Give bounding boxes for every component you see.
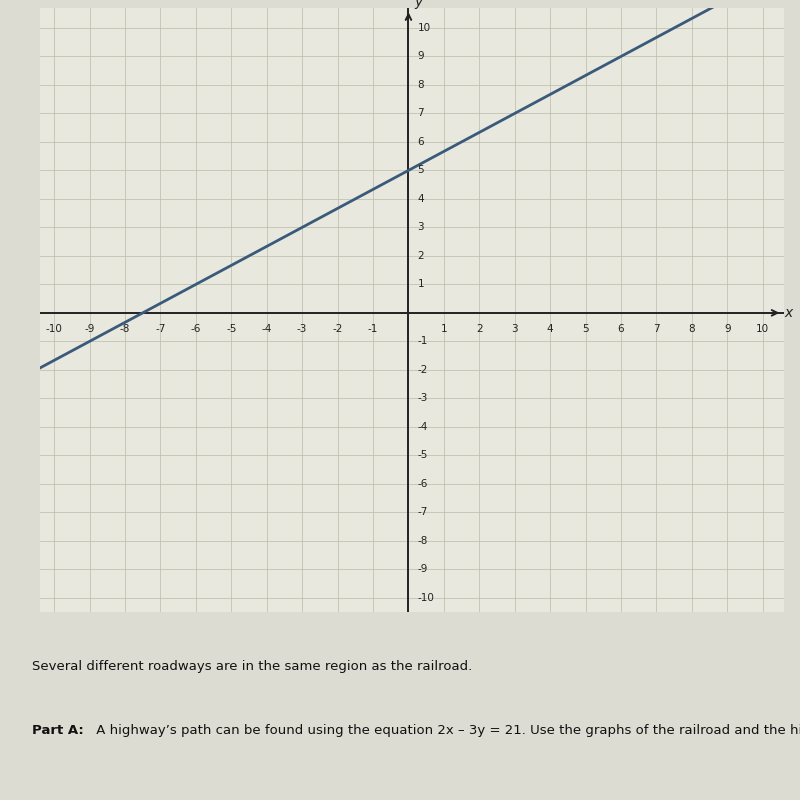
Text: 5: 5 [582,324,589,334]
Text: 10: 10 [418,23,430,33]
Text: 2: 2 [476,324,482,334]
Text: -2: -2 [418,365,428,375]
Text: 4: 4 [418,194,424,204]
Text: -8: -8 [418,536,428,546]
Text: 7: 7 [418,109,424,118]
Text: 6: 6 [418,137,424,147]
Text: 6: 6 [618,324,624,334]
Text: 10: 10 [756,324,770,334]
Text: -1: -1 [418,336,428,346]
Text: y: y [415,0,423,9]
Text: 2: 2 [418,251,424,261]
Text: A highway’s path can be found using the equation 2x – 3y = 21. Use the graphs of: A highway’s path can be found using the … [92,724,800,737]
Text: -5: -5 [226,324,237,334]
Text: 7: 7 [653,324,660,334]
Text: -5: -5 [418,450,428,460]
Text: -2: -2 [333,324,342,334]
Text: 4: 4 [547,324,554,334]
Text: 1: 1 [418,279,424,290]
Text: Several different roadways are in the same region as the railroad.: Several different roadways are in the sa… [32,660,472,673]
Text: -3: -3 [418,394,428,403]
Text: -10: -10 [418,593,434,602]
Text: 8: 8 [418,80,424,90]
Text: -3: -3 [297,324,307,334]
Text: 5: 5 [418,166,424,175]
Text: 3: 3 [511,324,518,334]
Text: 8: 8 [689,324,695,334]
Text: -6: -6 [418,478,428,489]
Text: -6: -6 [190,324,201,334]
Text: -7: -7 [418,507,428,518]
Text: x: x [785,306,793,320]
Text: 3: 3 [418,222,424,232]
Text: -9: -9 [418,564,428,574]
Text: 9: 9 [724,324,730,334]
Text: -9: -9 [85,324,94,334]
Text: 1: 1 [441,324,447,334]
Text: -4: -4 [262,324,272,334]
Text: -1: -1 [368,324,378,334]
Text: -4: -4 [418,422,428,432]
Text: -7: -7 [155,324,166,334]
Text: -8: -8 [120,324,130,334]
Text: Part A:: Part A: [32,724,84,737]
Text: 9: 9 [418,51,424,62]
Text: -10: -10 [46,324,62,334]
